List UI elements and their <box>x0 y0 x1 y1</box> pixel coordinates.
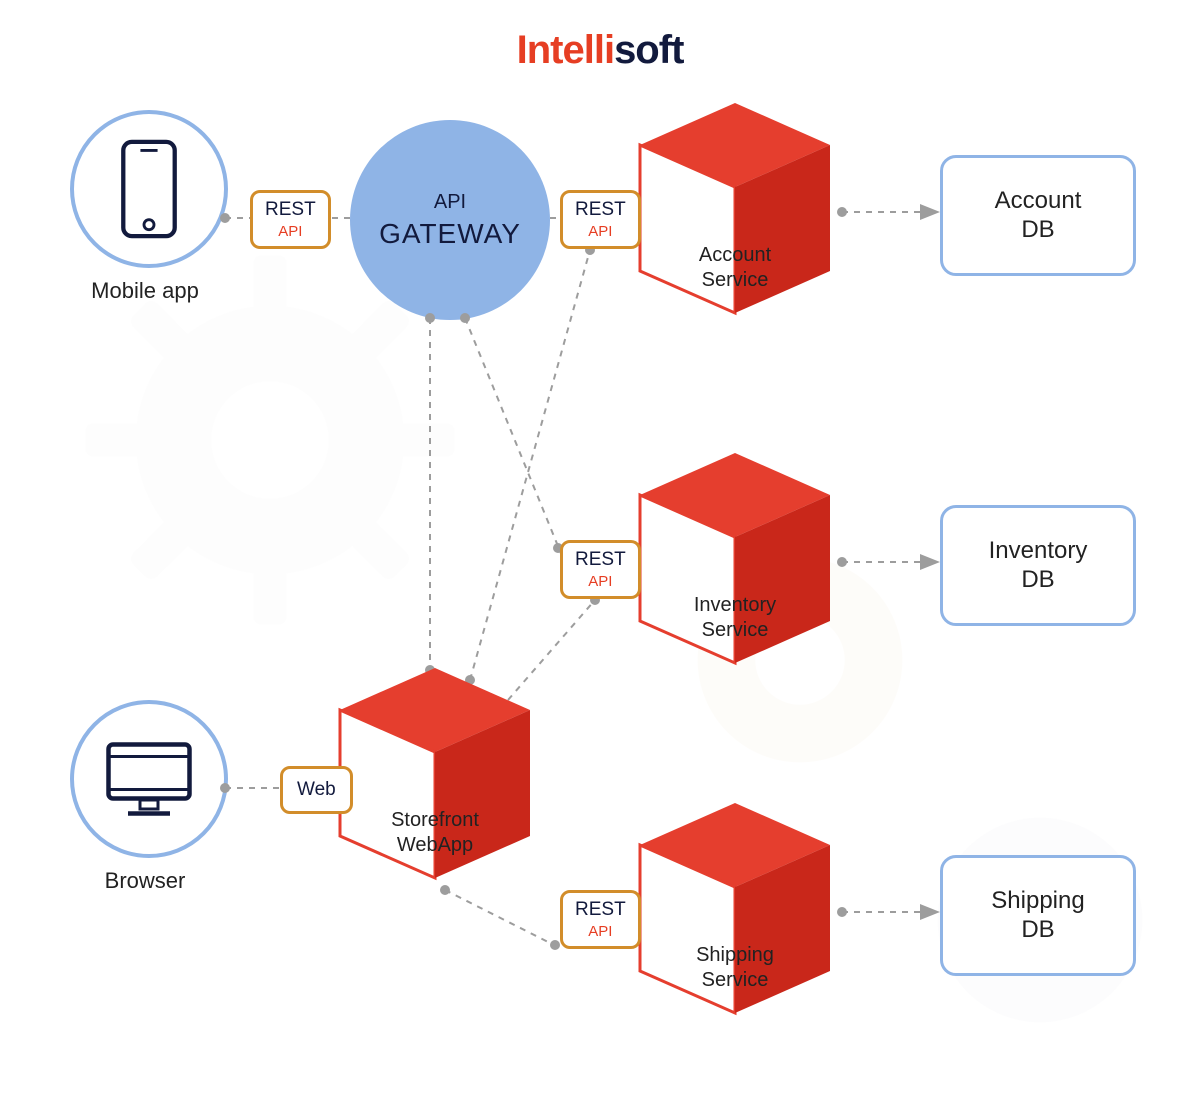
badge-line2: API <box>575 223 626 240</box>
cube-label: Storefront WebApp <box>344 808 526 858</box>
cube-shipping: Shipping Service <box>630 795 840 1025</box>
badge-line1: REST <box>265 199 316 221</box>
badge-line2: API <box>575 923 626 940</box>
cube-label: Account Service <box>644 243 826 293</box>
badge-line1: REST <box>575 199 626 221</box>
badge-account-rest: REST API <box>560 190 641 249</box>
badge-line1: REST <box>575 899 626 921</box>
badge-line2: API <box>575 573 626 590</box>
badge-line1: REST <box>575 549 626 571</box>
cube-label: Inventory Service <box>644 593 826 643</box>
cube-storefront: Storefront WebApp <box>330 660 540 890</box>
badge-shipping-rest: REST API <box>560 890 641 949</box>
cube-account: Account Service <box>630 95 840 325</box>
cube-inventory: Inventory Service <box>630 445 840 675</box>
cube-label: Shipping Service <box>644 943 826 993</box>
badge-line1: Web <box>297 779 336 801</box>
badge-inventory-rest: REST API <box>560 540 641 599</box>
badge-line2: API <box>265 223 316 240</box>
badge-mobile-rest: REST API <box>250 190 331 249</box>
badge-web: Web <box>280 766 353 814</box>
